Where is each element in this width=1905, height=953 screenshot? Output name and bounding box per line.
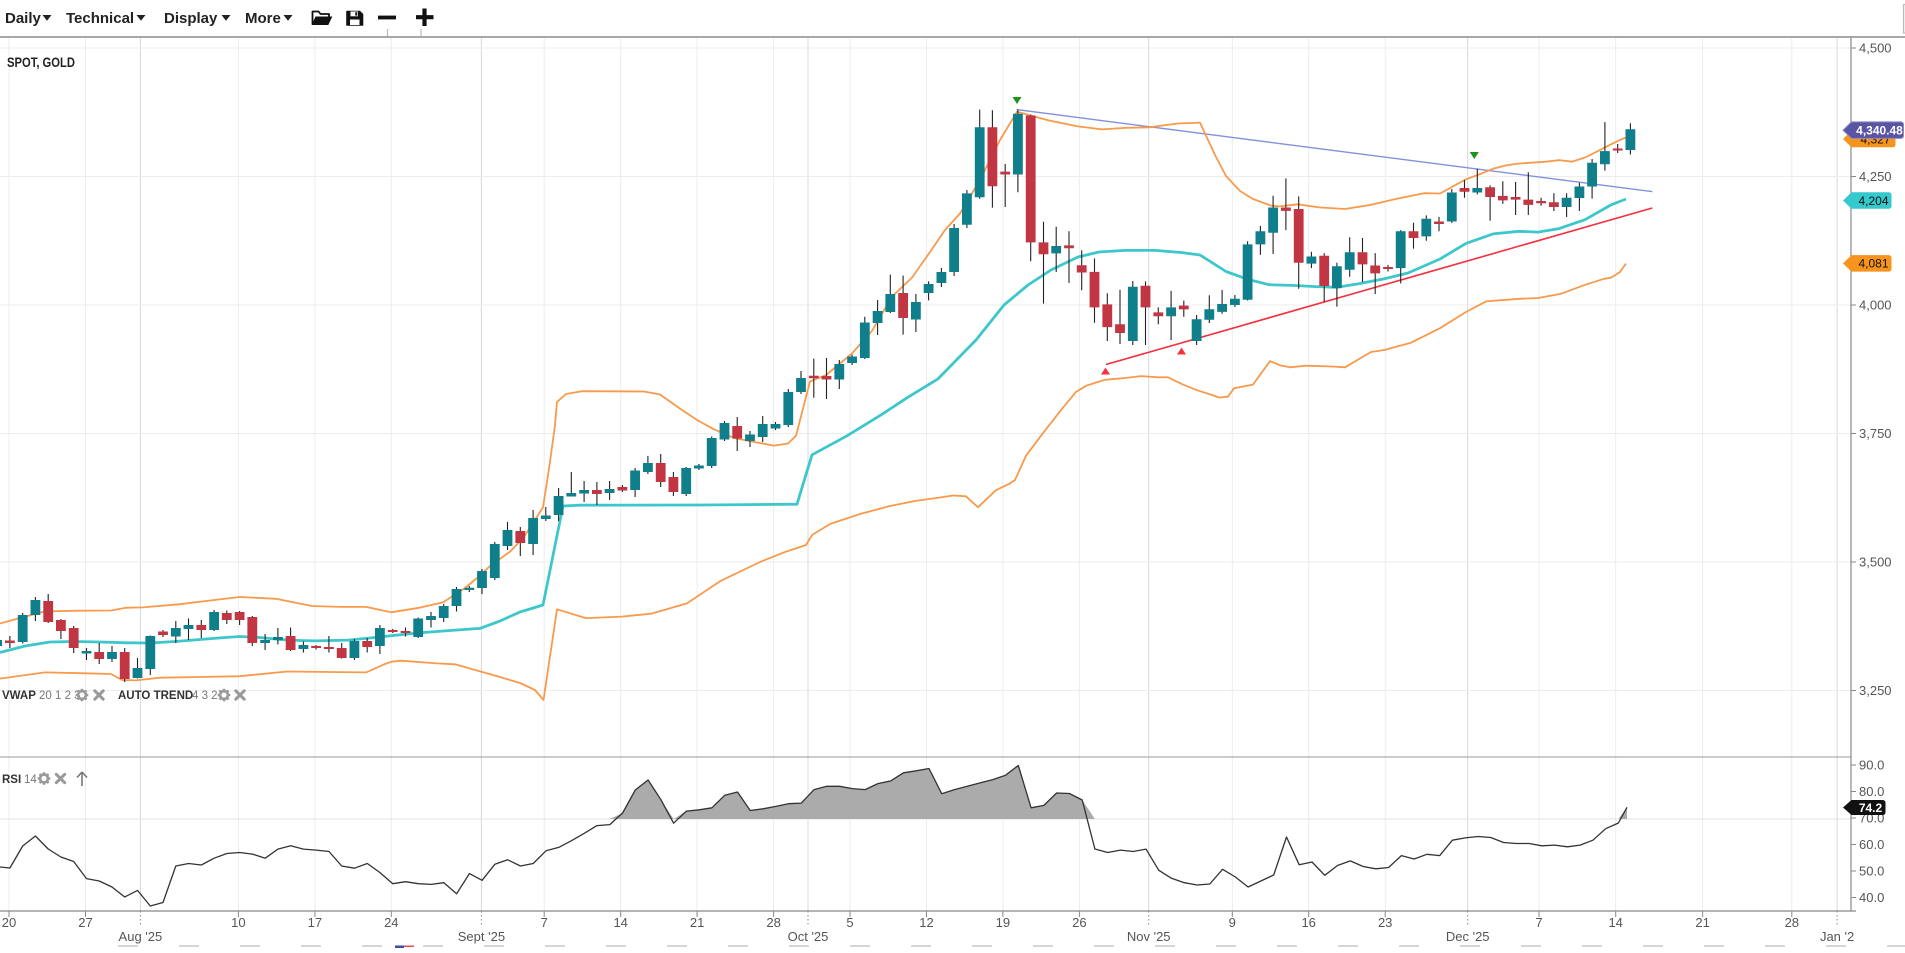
svg-text:Oct '25: Oct '25 [788,929,829,944]
svg-text:4,500: 4,500 [1859,41,1892,56]
svg-text:Display: Display [164,10,218,27]
svg-text:4,340.48: 4,340.48 [1856,124,1903,138]
svg-text:4,204: 4,204 [1858,194,1888,208]
svg-text:20 1 2 3: 20 1 2 3 [39,690,81,702]
svg-text:4,250: 4,250 [1859,169,1892,184]
svg-text:Sept '25: Sept '25 [458,929,505,944]
svg-text:24: 24 [384,915,398,930]
svg-text:26: 26 [1072,915,1086,930]
svg-text:4,081: 4,081 [1858,257,1888,271]
svg-text:12: 12 [919,915,933,930]
svg-text:3,500: 3,500 [1859,555,1892,570]
svg-text:Jan '2: Jan '2 [1820,929,1854,944]
svg-text:17: 17 [308,915,322,930]
svg-text:7: 7 [1535,915,1542,930]
svg-text:VWAP: VWAP [2,690,36,702]
svg-text:16: 16 [1301,915,1315,930]
svg-text:14: 14 [613,915,627,930]
svg-text:3,750: 3,750 [1859,426,1892,441]
svg-text:20: 20 [2,915,16,930]
svg-text:RSI: RSI [2,774,21,786]
svg-text:Dec '25: Dec '25 [1446,929,1490,944]
svg-text:SPOT, GOLD: SPOT, GOLD [7,54,75,70]
svg-text:Daily: Daily [5,10,42,27]
svg-text:28: 28 [766,915,780,930]
svg-text:60.0: 60.0 [1859,837,1884,852]
svg-text:10: 10 [231,915,245,930]
svg-text:28: 28 [1785,915,1799,930]
svg-text:4 3 2: 4 3 2 [192,690,218,702]
svg-text:90.0: 90.0 [1859,758,1884,773]
svg-text:Nov '25: Nov '25 [1127,929,1171,944]
svg-text:7: 7 [541,915,548,930]
svg-text:21: 21 [690,915,704,930]
svg-text:19: 19 [996,915,1010,930]
svg-text:Aug '25: Aug '25 [119,929,163,944]
svg-text:40.0: 40.0 [1859,890,1884,905]
svg-text:5: 5 [846,915,853,930]
svg-text:More: More [245,10,281,27]
svg-text:Technical: Technical [66,10,134,27]
svg-text:AUTO TREND: AUTO TREND [118,690,193,702]
svg-text:14: 14 [24,774,37,786]
svg-text:80.0: 80.0 [1859,784,1884,799]
svg-text:4,000: 4,000 [1859,298,1892,313]
svg-text:9: 9 [1229,915,1236,930]
svg-text:3,250: 3,250 [1859,683,1892,698]
svg-text:27: 27 [78,915,92,930]
svg-text:74.2: 74.2 [1859,801,1883,815]
svg-text:21: 21 [1695,915,1709,930]
svg-text:14: 14 [1608,915,1622,930]
svg-text:50.0: 50.0 [1859,864,1884,879]
svg-text:23: 23 [1378,915,1392,930]
